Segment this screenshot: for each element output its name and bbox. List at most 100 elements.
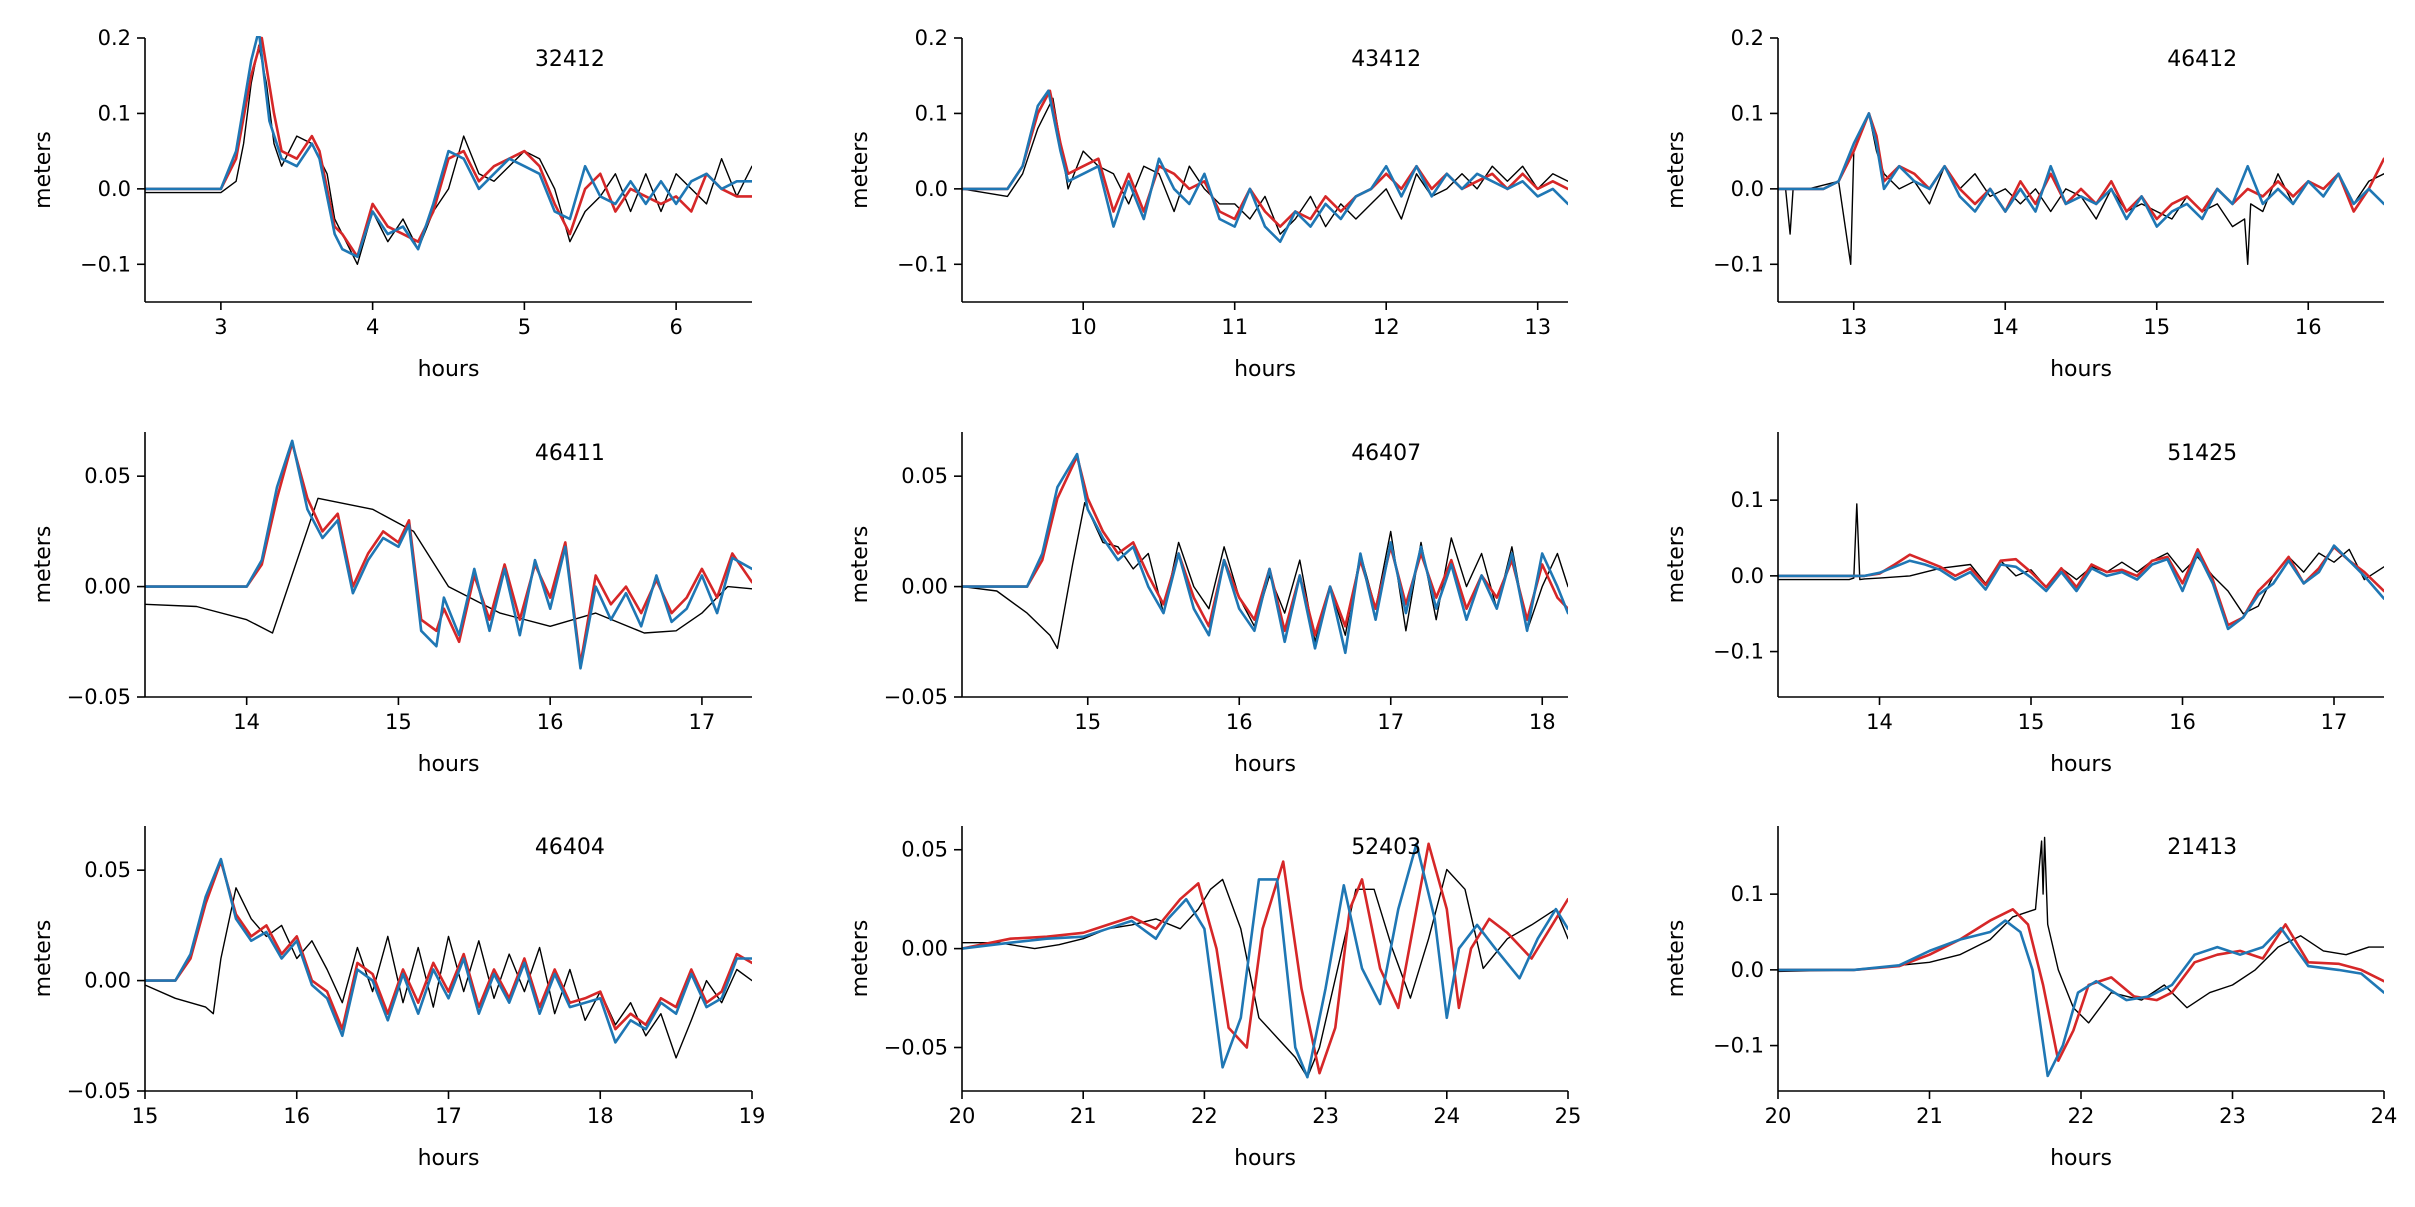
x-tick-label: 24: [1433, 1104, 1460, 1128]
x-tick-label: 19: [739, 1104, 766, 1128]
x-tick-label: 13: [1524, 315, 1551, 339]
x-tick-label: 5: [518, 315, 531, 339]
y-tick-label: −0.1: [897, 252, 948, 276]
series-group: [145, 36, 752, 265]
x-tick-label: 10: [1070, 315, 1097, 339]
panel-46404: 15 16 17 18 19 −0.05 0.00 0.05 hours meters 46404: [31, 826, 765, 1171]
series-model_b-line: [145, 857, 752, 1044]
y-tick-label: 0.0: [915, 177, 948, 201]
series-group: [1778, 112, 2384, 265]
x-axis-label: hours: [2050, 1146, 2112, 1171]
station-label: 46412: [2167, 47, 2237, 72]
x-tick-label: 23: [2219, 1104, 2246, 1128]
y-axis-label: meters: [848, 131, 873, 209]
series-model_b-line: [145, 36, 752, 259]
y-tick-label: 0.1: [1731, 882, 1764, 906]
series-group: [1778, 503, 2384, 631]
series-group: [145, 439, 752, 670]
y-axis-label: meters: [848, 920, 873, 998]
series-model_a-line: [145, 441, 752, 666]
x-tick-label: 11: [1221, 315, 1248, 339]
x-tick-label: 15: [2143, 315, 2170, 339]
y-tick-label: 0.1: [98, 101, 131, 125]
y-tick-label: 0.00: [84, 969, 131, 993]
y-tick-label: −0.05: [67, 1079, 131, 1103]
x-axis-label: hours: [418, 1146, 480, 1171]
x-tick-label: 14: [1866, 710, 1893, 734]
y-tick-label: 0.05: [84, 858, 131, 882]
x-tick-label: 21: [1916, 1104, 1943, 1128]
y-tick-label: −0.05: [67, 685, 131, 709]
panel-46411: 14 15 16 17 −0.05 0.00 0.05 hours meters 46411: [31, 432, 752, 777]
y-tick-label: −0.1: [1713, 252, 1764, 276]
x-tick-label: 20: [1765, 1104, 1792, 1128]
panel-51425: 14 15 16 17 −0.1 0.0 0.1 hours meters 51425: [1664, 432, 2384, 777]
panel-52403: 20 21 22 23 24 25 −0.05 0.00 0.05 hours meters 5240…: [848, 826, 1581, 1171]
y-tick-label: 0.0: [1731, 564, 1764, 588]
series-model_b-line: [962, 842, 1568, 1079]
x-tick-label: 23: [1312, 1104, 1339, 1128]
x-axis-label: hours: [418, 357, 480, 382]
y-tick-label: 0.05: [901, 464, 948, 488]
x-axis-label: hours: [2050, 752, 2112, 777]
station-label: 46404: [535, 835, 605, 860]
series-model_a-line: [1778, 545, 2384, 627]
x-tick-label: 22: [2068, 1104, 2095, 1128]
y-tick-label: 0.2: [98, 26, 131, 50]
x-tick-label: 20: [949, 1104, 976, 1128]
series-model_a-line: [1778, 112, 2384, 221]
y-axis-label: meters: [1664, 526, 1689, 604]
x-tick-label: 15: [132, 1104, 159, 1128]
y-axis-label: meters: [848, 526, 873, 604]
series-observed-line: [962, 502, 1568, 650]
x-tick-label: 18: [1529, 710, 1556, 734]
x-axis-label: hours: [1234, 1146, 1296, 1171]
series-group: [1778, 836, 2384, 1078]
x-tick-label: 16: [537, 710, 564, 734]
station-label: 46407: [1351, 441, 1421, 466]
series-model_b-line: [962, 89, 1568, 243]
y-tick-label: −0.1: [1713, 1034, 1764, 1058]
y-axis-label: meters: [31, 131, 56, 209]
y-tick-label: 0.1: [915, 101, 948, 125]
y-tick-label: 0.0: [1731, 177, 1764, 201]
series-observed-line: [1778, 503, 2384, 615]
panel-46412: 13 14 15 16 −0.1 0.0 0.1 0.2 hours meters 46412: [1664, 26, 2384, 382]
series-observed-line: [962, 868, 1568, 1078]
y-tick-label: 0.2: [1731, 26, 1764, 50]
x-tick-label: 16: [283, 1104, 310, 1128]
panel-43412: 10 11 12 13 −0.1 0.0 0.1 0.2 hours meters 43412: [848, 26, 1568, 382]
series-group: [962, 89, 1568, 243]
panel-46407: 15 16 17 18 −0.05 0.00 0.05 hours meters 46407: [848, 432, 1568, 777]
x-tick-label: 16: [2169, 710, 2196, 734]
x-tick-label: 21: [1070, 1104, 1097, 1128]
y-tick-label: −0.05: [884, 685, 948, 709]
x-axis-label: hours: [418, 752, 480, 777]
y-tick-label: 0.0: [98, 177, 131, 201]
x-tick-label: 15: [2018, 710, 2045, 734]
series-model_b-line: [1778, 112, 2384, 228]
series-model_b-line: [145, 439, 752, 670]
station-label: 46411: [535, 441, 605, 466]
series-model_b-line: [962, 452, 1568, 655]
y-tick-label: 0.00: [901, 575, 948, 599]
series-model_a-line: [145, 36, 752, 259]
x-axis-label: hours: [1234, 752, 1296, 777]
series-observed-line: [1778, 836, 2384, 1024]
y-tick-label: 0.00: [901, 937, 948, 961]
series-observed-line: [145, 497, 752, 634]
x-tick-label: 17: [435, 1104, 462, 1128]
x-tick-label: 6: [669, 315, 682, 339]
x-tick-label: 17: [2321, 710, 2348, 734]
station-label: 51425: [2167, 441, 2237, 466]
y-axis-label: meters: [1664, 131, 1689, 209]
x-axis-label: hours: [2050, 357, 2112, 382]
y-axis-label: meters: [31, 526, 56, 604]
series-model_a-line: [962, 842, 1568, 1075]
y-tick-label: 0.05: [84, 464, 131, 488]
y-tick-label: −0.1: [1713, 640, 1764, 664]
x-tick-label: 14: [1992, 315, 2019, 339]
y-tick-label: 0.05: [901, 838, 948, 862]
series-model_a-line: [1778, 907, 2384, 1062]
series-observed-line: [145, 887, 752, 1059]
